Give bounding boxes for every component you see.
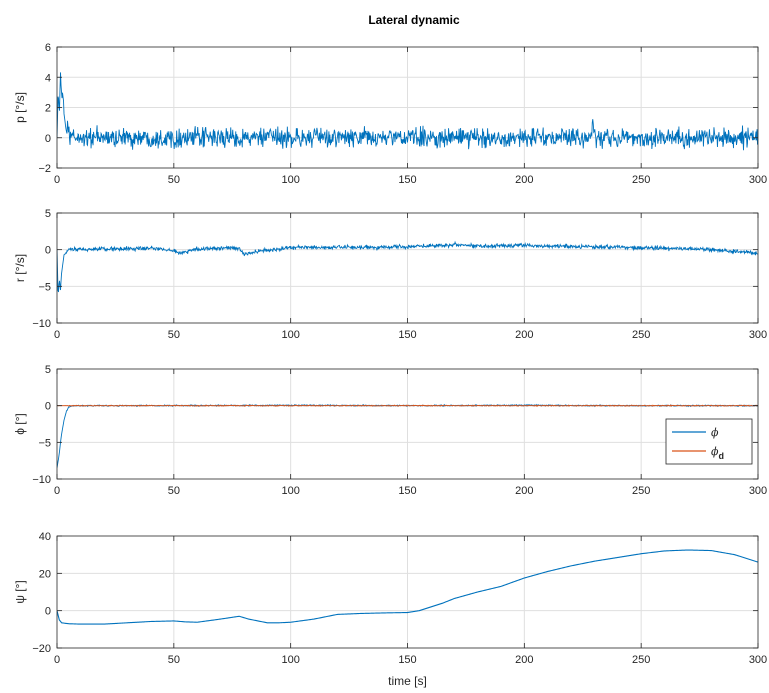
series-line-p-0 bbox=[57, 72, 758, 151]
x-tick-label: 150 bbox=[398, 654, 416, 666]
x-tick-label: 0 bbox=[54, 174, 60, 186]
y-tick-label: −10 bbox=[32, 318, 51, 330]
x-tick-label: 0 bbox=[54, 654, 60, 666]
y-tick-label: −2 bbox=[38, 163, 51, 175]
x-tick-label: 250 bbox=[632, 329, 650, 341]
x-tick-label: 100 bbox=[281, 174, 299, 186]
y-tick-label: −20 bbox=[32, 643, 51, 655]
x-tick-label: 50 bbox=[168, 485, 180, 497]
y-axis-label: ϕ [°] bbox=[13, 413, 27, 435]
series-line-psi-0 bbox=[57, 549, 758, 625]
y-tick-label: 20 bbox=[39, 568, 51, 580]
legend-entry: ϕ bbox=[711, 426, 719, 439]
x-tick-label: 150 bbox=[398, 174, 416, 186]
y-tick-label: 6 bbox=[45, 42, 51, 54]
y-tick-label: 0 bbox=[45, 245, 51, 257]
series-line-r-0 bbox=[57, 240, 758, 293]
series-line-phi-1 bbox=[57, 404, 758, 408]
x-tick-label: 50 bbox=[168, 329, 180, 341]
x-tick-label: 150 bbox=[398, 329, 416, 341]
x-tick-label: 200 bbox=[515, 485, 533, 497]
x-tick-label: 0 bbox=[54, 329, 60, 341]
legend-box bbox=[665, 418, 753, 465]
y-tick-label: 0 bbox=[45, 133, 51, 145]
y-tick-label: 0 bbox=[45, 401, 51, 413]
y-tick-label: 2 bbox=[45, 103, 51, 115]
x-tick-label: 200 bbox=[515, 174, 533, 186]
x-tick-label: 200 bbox=[515, 329, 533, 341]
x-tick-label: 200 bbox=[515, 654, 533, 666]
x-tick-label: 100 bbox=[281, 654, 299, 666]
figure-title: Lateral dynamic bbox=[368, 13, 460, 27]
x-tick-label: 250 bbox=[632, 485, 650, 497]
x-axis-label: time [s] bbox=[388, 674, 427, 688]
y-tick-label: 5 bbox=[45, 364, 51, 376]
x-tick-label: 150 bbox=[398, 485, 416, 497]
x-tick-label: 100 bbox=[281, 485, 299, 497]
y-tick-label: 5 bbox=[45, 208, 51, 220]
x-tick-label: 300 bbox=[749, 329, 767, 341]
legend: ϕϕd bbox=[665, 418, 753, 465]
x-tick-label: 50 bbox=[168, 174, 180, 186]
x-tick-label: 300 bbox=[749, 654, 767, 666]
subplot-phi: 0 50 100 150 200 250 300 −10 −5 0 5 ϕ [°] ϕϕd bbox=[13, 364, 767, 497]
x-tick-label: 0 bbox=[54, 485, 60, 497]
y-tick-label: 40 bbox=[39, 531, 51, 543]
x-tick-label: 300 bbox=[749, 174, 767, 186]
y-tick-label: −5 bbox=[38, 281, 51, 293]
x-tick-label: 300 bbox=[749, 485, 767, 497]
x-tick-label: 250 bbox=[632, 174, 650, 186]
x-tick-label: 50 bbox=[168, 654, 180, 666]
y-axis-label: r [°/s] bbox=[13, 254, 27, 282]
y-axis-label: p [°/s] bbox=[13, 92, 27, 123]
y-tick-label: 4 bbox=[45, 72, 51, 84]
subplot-r: 0 50 100 150 200 250 300 −10 −5 0 5 r [°/s] bbox=[13, 208, 767, 341]
y-tick-label: −5 bbox=[38, 437, 51, 449]
x-tick-label: 250 bbox=[632, 654, 650, 666]
y-axis-label: ψ [°] bbox=[13, 580, 27, 603]
x-tick-label: 100 bbox=[281, 329, 299, 341]
y-tick-label: 0 bbox=[45, 606, 51, 618]
y-tick-label: −10 bbox=[32, 474, 51, 486]
